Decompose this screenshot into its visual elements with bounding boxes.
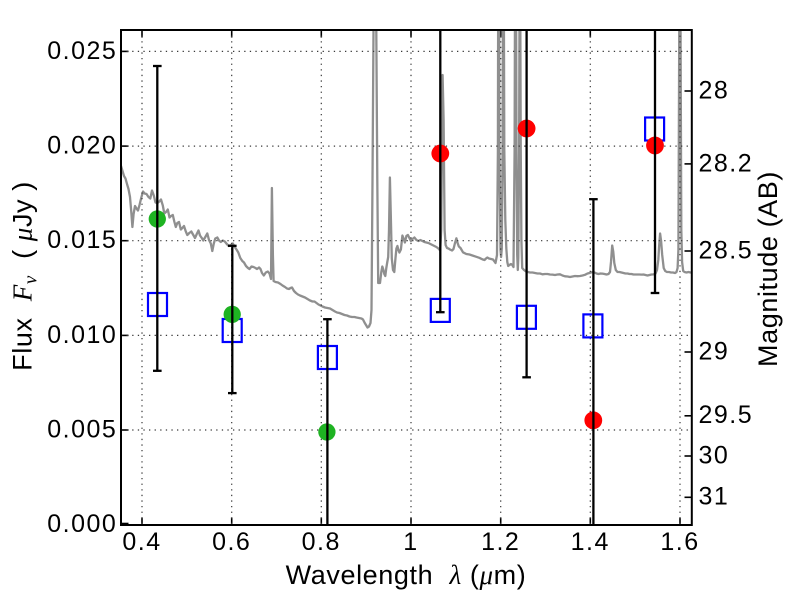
svg-text:31: 31 (699, 483, 730, 511)
svg-text:29.5: 29.5 (699, 401, 754, 429)
svg-text:Flux Fν ( μJy ): Flux Fν ( μJy ) (8, 181, 42, 371)
svg-text:0.015: 0.015 (47, 226, 117, 254)
svg-text:28.5: 28.5 (699, 236, 754, 264)
svg-text:0.8: 0.8 (302, 528, 341, 556)
svg-text:1.2: 1.2 (481, 528, 520, 556)
svg-text:1.4: 1.4 (571, 528, 610, 556)
svg-text:Wavelength λ (μm): Wavelength λ (μm) (286, 560, 527, 590)
svg-text:28: 28 (699, 76, 730, 104)
svg-text:28.2: 28.2 (699, 149, 754, 177)
svg-text:0.010: 0.010 (47, 321, 117, 349)
svg-text:0.025: 0.025 (47, 37, 117, 65)
svg-text:0.6: 0.6 (212, 528, 251, 556)
svg-text:0.4: 0.4 (122, 528, 161, 556)
svg-text:1.6: 1.6 (660, 528, 699, 556)
svg-text:0.005: 0.005 (47, 415, 117, 443)
svg-text:Magnitude (AB): Magnitude (AB) (753, 171, 783, 367)
svg-text:0.000: 0.000 (47, 510, 117, 538)
svg-text:0.020: 0.020 (47, 132, 117, 160)
svg-text:29: 29 (699, 337, 730, 365)
svg-text:30: 30 (699, 441, 730, 469)
svg-text:1: 1 (403, 528, 418, 556)
